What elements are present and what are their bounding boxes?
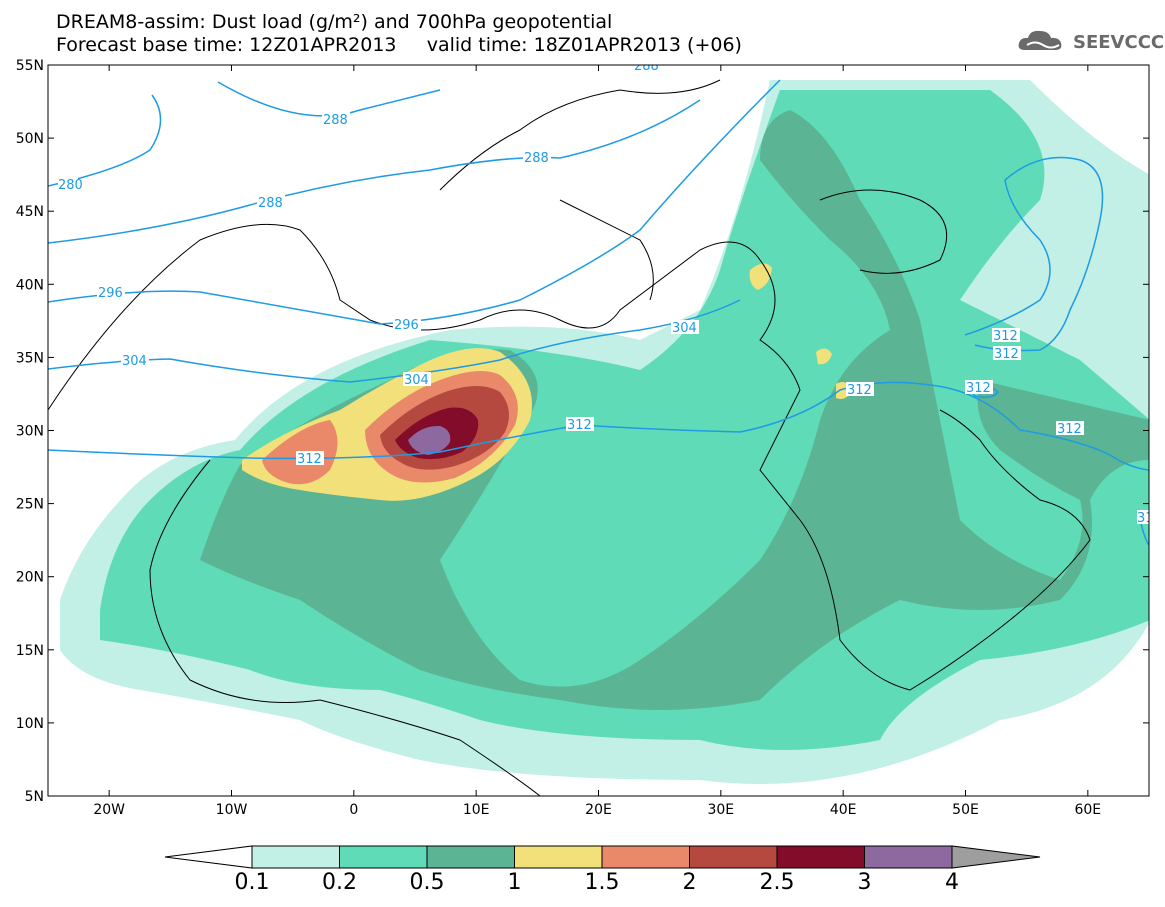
forecast-time-line: Forecast base time: 12Z01APR2013 valid t…: [56, 34, 742, 56]
colorbar-level-label: 4: [945, 870, 959, 895]
contour-label: 296: [98, 286, 123, 301]
contour-label: 312: [1137, 511, 1162, 526]
longitude-tick-label: 40E: [830, 802, 857, 818]
contour-label: 296: [394, 318, 419, 333]
colorbar-swatch: [689, 845, 778, 869]
colorbar-swatch: [514, 845, 603, 869]
coastline: [48, 79, 1091, 796]
dust-load-colorbar: [164, 845, 1041, 869]
contour-label: 304: [122, 354, 147, 369]
contour-label: 312: [567, 418, 592, 433]
colorbar-level-label: 0.2: [322, 870, 357, 895]
contour-label: 312: [994, 347, 1019, 362]
longitude-tick-label: 20W: [93, 802, 125, 818]
contour-label: 288: [323, 113, 348, 128]
contour-label: 312: [993, 329, 1018, 344]
colorbar-swatch: [339, 845, 428, 869]
seevccc-logo: SEEVCCC: [1015, 26, 1164, 58]
colorbar-swatch: [776, 845, 865, 869]
latitude-tick-label: 10N: [16, 716, 44, 732]
latitude-tick-label: 30N: [16, 424, 44, 440]
latitude-tick-label: 50N: [16, 131, 44, 147]
colorbar-level-label: 3: [857, 870, 872, 895]
colorbar-level-label: 2: [682, 870, 697, 895]
colorbar-level-label: 0.1: [234, 870, 270, 895]
contour-label: 312: [1057, 422, 1082, 437]
colorbar-min-arrow: [164, 845, 253, 869]
longitude-tick-label: 20E: [585, 802, 612, 818]
latitude-tick-label: 20N: [16, 570, 44, 586]
colorbar-level-label: 2.5: [759, 870, 795, 895]
longitude-tick-label: 30E: [707, 802, 734, 818]
longitude-tick-label: 10E: [463, 802, 490, 818]
latitude-tick-label: 15N: [16, 643, 44, 659]
colorbar-level-label: 0.5: [409, 870, 445, 895]
colorbar-swatch: [426, 845, 515, 869]
contour-label: 312: [847, 383, 872, 398]
latitude-axis: 55N 50N 45N 40N 35N 30N 25N 20N 15N 10N 5N: [16, 58, 1149, 805]
contour-label: 288: [258, 196, 283, 211]
dust-shading: [60, 80, 1149, 784]
latitude-tick-label: 55N: [16, 58, 44, 74]
longitude-tick-label: 10W: [216, 802, 248, 818]
contour-label: 280: [58, 178, 83, 193]
contour-label: 288: [634, 59, 659, 74]
contour-label: 304: [404, 373, 429, 388]
longitude-axis: 20W 10W 0 10E 20E 30E 40E 50E 60E: [93, 65, 1101, 818]
colorbar-swatch: [864, 845, 953, 869]
latitude-tick-label: 25N: [16, 497, 44, 513]
contour-label: 312: [966, 381, 991, 396]
cloud-logo-icon: [1018, 30, 1062, 50]
map-title: DREAM8-assim: Dust load (g/m²) and 700hP…: [56, 11, 613, 33]
latitude-tick-label: 45N: [16, 204, 44, 220]
longitude-tick-label: 60E: [1074, 802, 1101, 818]
contour-label: 288: [524, 151, 549, 166]
contour-labels: 280 288 288 288 288 296 296 304 304 304 …: [58, 59, 1162, 526]
longitude-tick-label: 50E: [952, 802, 979, 818]
colorbar-level-label: 1.5: [584, 870, 620, 895]
geopotential-contours: [48, 79, 1149, 546]
colorbar-level-label: 1: [507, 870, 522, 895]
logo-text: SEEVCCC: [1073, 32, 1165, 53]
colorbar-swatch: [601, 845, 690, 869]
latitude-tick-label: 40N: [16, 277, 44, 293]
colorbar-swatch: [251, 845, 340, 869]
longitude-tick-label: 0: [349, 802, 358, 818]
latitude-tick-label: 5N: [25, 789, 44, 805]
latitude-tick-label: 35N: [16, 350, 44, 366]
colorbar-max-arrow: [951, 845, 1041, 869]
contour-label: 312: [297, 452, 322, 467]
contour-label: 304: [672, 321, 697, 336]
